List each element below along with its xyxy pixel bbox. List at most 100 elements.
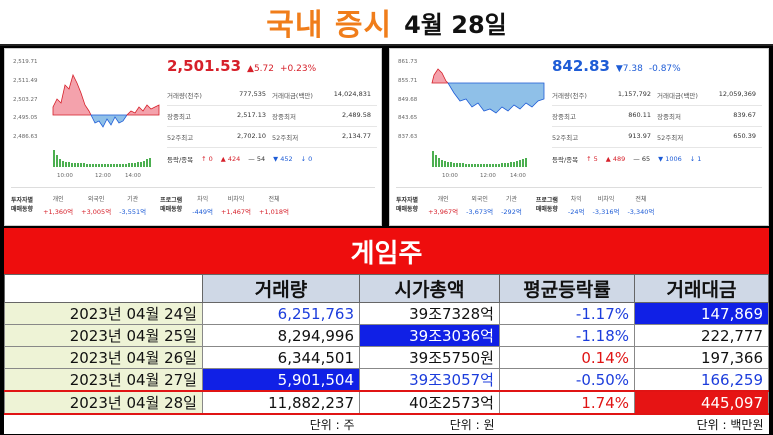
row-date: 2023년 04월 27일 xyxy=(4,368,203,392)
stat-value: 777,535 xyxy=(239,90,266,98)
kospi-price: 2,501.53 xyxy=(167,57,242,75)
kospi-change: ▲5.72 xyxy=(247,64,274,74)
row-avg-change: 1.74% xyxy=(499,390,635,415)
stats-row: 52주최고 2,702.10 52주최저 2,134.77 xyxy=(167,127,377,148)
stats-row: 장중최고 860.11 장중최저 839.67 xyxy=(552,106,762,127)
stat-label: 장중최저 xyxy=(272,113,296,121)
stat-label: 거래대금(백만) xyxy=(657,92,698,100)
kosdaq-investor: 투자자별 매매동향 개인 +3,967억 외국인 -3,673억 기관 -292억 프로… xyxy=(396,187,762,221)
stat-value: 2,134.77 xyxy=(342,132,371,140)
stats-row: 거래량(천주) 1,157,792 거래대금(백만) 12,059,369 xyxy=(552,85,762,106)
page-title: 국내 증시 xyxy=(266,8,393,43)
table-row: 2023년 04월 28일 11,882,237 40조2573억 1.74% … xyxy=(4,390,769,415)
kosdaq-area-up xyxy=(431,68,449,84)
kosdaq-stats: 거래량(천주) 1,157,792 거래대금(백만) 12,059,369 장중최고… xyxy=(552,85,762,169)
stat-label: 거래대금(백만) xyxy=(272,92,313,100)
kospi-chart: 2,519.71 2,511.49 2,503.27 2,495.05 2,48… xyxy=(13,59,160,179)
row-trade-value: 197,366 xyxy=(634,346,769,369)
table-header-row: 거래량 시가총액 평균등락률 거래대금 xyxy=(4,274,769,303)
kospi-y-tick: 2,511.49 xyxy=(13,78,38,84)
stat-label: 52주최저 xyxy=(657,134,684,142)
row-avg-change: -0.50% xyxy=(499,368,635,392)
kospi-stats: 거래량(천주) 777,535 거래대금(백만) 14,024,831 장중최고 2,… xyxy=(167,85,377,169)
kospi-y-tick: 2,503.27 xyxy=(13,97,38,103)
kosdaq-y-tick: 861.73 xyxy=(398,59,418,65)
col-header-volume: 거래량 xyxy=(202,274,360,303)
unit-volume: 단위 : 주 xyxy=(202,414,360,434)
stat-label: 장중최고 xyxy=(552,113,576,121)
stats-row: 52주최고 913.97 52주최저 650.39 xyxy=(552,127,762,148)
kospi-y-tick: 2,495.05 xyxy=(13,115,38,121)
stat-label: 52주최고 xyxy=(552,134,579,142)
stat-value: 2,702.10 xyxy=(237,132,266,140)
kosdaq-y-tick: 849.68 xyxy=(398,97,418,103)
table-row: 2023년 04월 25일 8,294,996 39조3036억 -1.18% … xyxy=(4,324,769,347)
stat-label: 거래량(천주) xyxy=(552,92,587,100)
game-section-title: 게임주 xyxy=(4,228,769,274)
row-volume: 6,251,763 xyxy=(202,302,360,325)
stat-label: 52주최저 xyxy=(272,134,299,142)
row-trade-value: 147,869 xyxy=(634,302,769,325)
stats-row: 거래량(천주) 777,535 거래대금(백만) 14,024,831 xyxy=(167,85,377,106)
row-market-cap: 39조3036억 xyxy=(359,324,500,347)
unit-market-cap: 단위 : 원 xyxy=(359,414,500,434)
table-row: 2023년 04월 27일 5,901,504 39조3057억 -0.50% … xyxy=(4,368,769,392)
kospi-area-up xyxy=(52,73,92,116)
stat-value: 1,157,792 xyxy=(617,90,651,98)
kosdaq-x-tick: 10:00 xyxy=(442,173,458,179)
table-row: 2023년 04월 24일 6,251,763 39조7328억 -1.17% … xyxy=(4,302,769,325)
kosdaq-area-down xyxy=(447,82,545,114)
kosdaq-y-tick: 855.71 xyxy=(398,78,417,84)
kosdaq-volume-bars xyxy=(432,151,527,167)
kosdaq-change-pct: -0.87% xyxy=(648,64,681,74)
row-market-cap: 39조7328억 xyxy=(359,302,500,325)
game-stock-table: 거래량 시가총액 평균등락률 거래대금 2023년 04월 24일 6,251,… xyxy=(4,274,769,434)
row-avg-change: 0.14% xyxy=(499,346,635,369)
kosdaq-x-tick: 12:00 xyxy=(480,173,496,179)
kospi-area-up-2 xyxy=(126,104,160,116)
page-date: 4월 28일 xyxy=(404,10,507,39)
kosdaq-quote: 842.83 ▼7.38 -0.87% xyxy=(552,57,681,75)
title-bar: 국내 증시 4월 28일 xyxy=(0,0,773,46)
kospi-quote: 2,501.53 ▲5.72 +0.23% xyxy=(167,57,316,75)
stat-value: 14,024,831 xyxy=(333,90,371,98)
kospi-y-tick: 2,519.71 xyxy=(13,59,38,65)
stat-value: 839.67 xyxy=(733,111,756,119)
row-volume: 5,901,504 xyxy=(202,368,360,392)
row-trade-value: 222,777 xyxy=(634,324,769,347)
row-avg-change: -1.17% xyxy=(499,302,635,325)
kospi-change-pct: +0.23% xyxy=(280,64,317,74)
stat-label: 52주최고 xyxy=(167,134,194,142)
row-date: 2023년 04월 25일 xyxy=(4,324,203,347)
row-volume: 6,344,501 xyxy=(202,346,360,369)
stat-label: 거래량(천주) xyxy=(167,92,202,100)
row-volume: 11,882,237 xyxy=(202,390,360,415)
stat-value: 2,517.13 xyxy=(237,111,266,119)
kospi-x-tick: 14:00 xyxy=(125,173,141,179)
row-market-cap: 40조2573억 xyxy=(359,390,500,415)
kosdaq-change: ▼7.38 xyxy=(615,64,643,74)
row-volume: 8,294,996 xyxy=(202,324,360,347)
stat-value: 860.11 xyxy=(628,111,651,119)
kosdaq-y-tick: 843.65 xyxy=(398,115,418,121)
stats-row: 장중최고 2,517.13 장중최저 2,489.58 xyxy=(167,106,377,127)
kosdaq-x-tick: 14:00 xyxy=(510,173,526,179)
kosdaq-y-tick: 837.63 xyxy=(398,134,418,140)
kospi-area-down xyxy=(90,114,128,128)
row-date: 2023년 04월 28일 xyxy=(4,390,203,415)
kospi-updown: 등락/종목 ↑ 0 ▲ 424 — 54 ▼ 452 ↓ 0 xyxy=(167,154,313,164)
kosdaq-chart: 861.73 855.71 849.68 843.65 837.63 10:00… xyxy=(398,59,545,179)
row-date: 2023년 04월 24일 xyxy=(4,302,203,325)
col-header-trade-value: 거래대금 xyxy=(634,274,769,303)
row-market-cap: 39조5750원 xyxy=(359,346,500,369)
stat-value: 650.39 xyxy=(733,132,756,140)
row-trade-value: 445,097 xyxy=(634,390,769,415)
stat-value: 913.97 xyxy=(628,132,651,140)
kospi-y-tick: 2,486.63 xyxy=(13,134,38,140)
kospi-x-tick: 10:00 xyxy=(57,173,73,179)
units-row: 단위 : 주 단위 : 원 단위 : 백만원 xyxy=(4,414,769,434)
stat-value: 2,489.58 xyxy=(342,111,371,119)
unit-trade-value: 단위 : 백만원 xyxy=(634,414,769,434)
row-avg-change: -1.18% xyxy=(499,324,635,347)
